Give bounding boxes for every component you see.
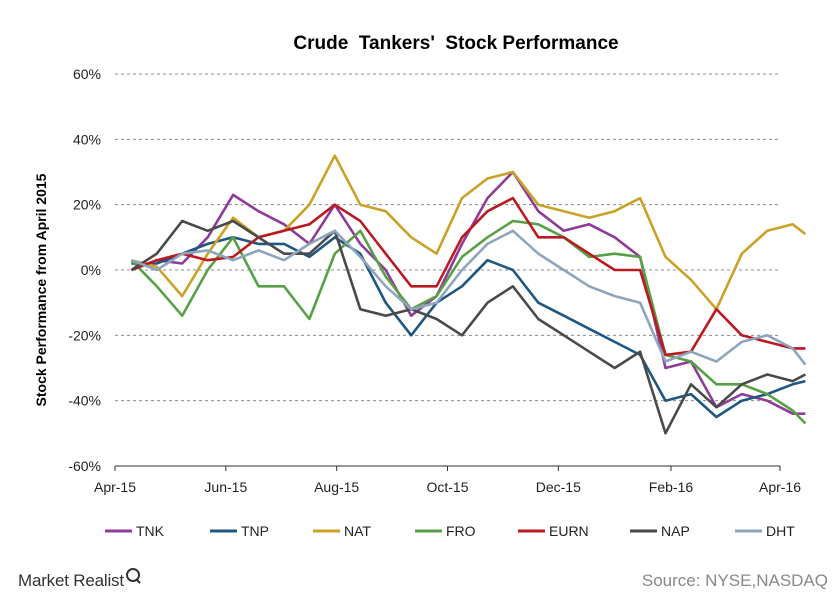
legend-label: TNK [136,523,165,539]
brand-name: Market Realist [18,571,124,590]
y-axis-label: Stock Performance from April 2015 [33,173,49,406]
legend-label: EURN [549,523,589,539]
legend: TNK TNP NAT FRO EURN NAP DHT [105,523,795,539]
legend-label: TNP [241,523,269,539]
magnifier-icon [125,568,140,582]
y-tick-label: 0% [81,262,101,278]
x-tick-label: Apr-15 [94,479,136,495]
y-tick-label: -20% [68,327,101,343]
series-line-nap [130,219,806,435]
series-line-dht [130,229,807,366]
series-line-tnk [130,170,806,416]
x-tick-label: Oct-15 [426,479,468,495]
x-tick-label: Dec-15 [536,479,581,495]
series-lines [130,154,807,435]
x-tick-label: Aug-15 [314,479,359,495]
legend-label: FRO [446,523,476,539]
legend-label: NAP [661,523,690,539]
x-axis: Apr-15 Jun-15 Aug-15 Oct-15 Dec-15 Feb-16 Apr-… [94,465,801,495]
y-tick-label: 60% [73,66,101,82]
x-tick-label: Apr-16 [759,479,801,495]
legend-label: DHT [766,523,795,539]
series-line-eurn [130,196,806,357]
y-tick-label: -60% [68,458,101,474]
series-line-fro [130,219,807,425]
y-axis: 60% 40% 20% 0% -20% -40% -60% [68,66,101,474]
y-tick-label: 20% [73,197,101,213]
source-note: Source: NYSE,NASDAQ [641,571,828,590]
legend-label: NAT [344,523,371,539]
y-tick-label: -40% [68,393,101,409]
y-tick-label: 40% [73,131,101,147]
brand-logo: Market Realist [18,568,140,591]
x-tick-label: Jun-15 [204,479,247,495]
chart-title: Crude Tankers' Stock Performance [293,33,618,54]
series-line-tnp [131,236,806,419]
x-tick-label: Feb-16 [649,479,694,495]
series-line-nat [131,154,807,311]
gridlines [115,73,780,402]
